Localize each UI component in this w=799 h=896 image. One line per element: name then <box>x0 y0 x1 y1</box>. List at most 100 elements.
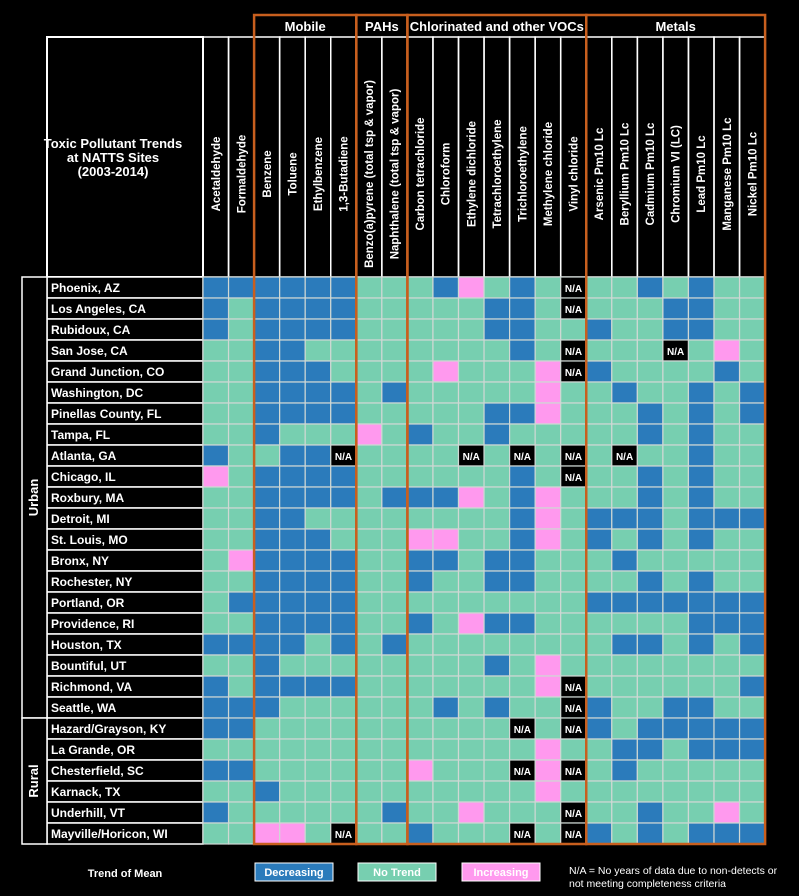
cell-grand-junction-co-trichloroethylene <box>509 360 536 383</box>
cell-portland-or-chromium-vi-lc <box>662 591 690 614</box>
column-label-formaldehyde: Formaldehyde <box>236 135 248 214</box>
column-label-tetrachloroethylene: Tetrachloroethylene <box>492 119 504 228</box>
cell-hazard-grayson-ky-chromium-vi-lc <box>662 717 690 740</box>
cell-detroit-mi-tetrachloroethylene <box>483 507 511 530</box>
title-line-1: Toxic Pollutant Trends <box>44 136 182 151</box>
cell-chesterfield-sc-nickel-pm10-lc <box>738 759 766 782</box>
cell-grand-junction-co-chloroform <box>432 360 460 383</box>
cell-phoenix-az-methylene-chloride <box>534 276 562 299</box>
cell-houston-tx-formaldehyde <box>227 633 255 656</box>
cell-hazard-grayson-ky-nickel-pm10-lc <box>738 717 766 740</box>
cell-portland-or-acetaldehyde <box>202 591 230 614</box>
cell-providence-ri-1-3-butadiene <box>330 612 357 635</box>
na-label: N/A <box>565 830 582 841</box>
cell-houston-tx-toluene <box>279 633 306 656</box>
na-label: N/A <box>565 704 582 715</box>
cell-seattle-wa-methylene-chloride <box>534 696 562 719</box>
cell-houston-tx-arsenic-pm10-lc <box>585 633 613 656</box>
cell-chicago-il-cadmium-pm10-lc <box>636 465 664 488</box>
cell-rochester-ny-acetaldehyde <box>202 570 230 593</box>
cell-grand-junction-co-1-3-butadiene <box>330 360 357 383</box>
cell-la-grande-or-vinyl-chloride <box>560 738 587 761</box>
cell-la-grande-or-formaldehyde <box>227 738 255 761</box>
na-label: N/A <box>565 473 582 484</box>
cell-pinellas-county-fl-naphthalene-total-tsp-vapor <box>381 402 409 425</box>
cell-roxbury-ma-nickel-pm10-lc <box>738 486 766 509</box>
site-label-roxbury-ma: Roxbury, MA <box>51 491 124 505</box>
cell-underhill-vt-arsenic-pm10-lc <box>585 801 613 824</box>
cell-tampa-fl-ethylbenzene <box>304 423 332 446</box>
cell-pinellas-county-fl-1-3-butadiene <box>330 402 357 425</box>
column-label-carbon-tetrachloride: Carbon tetrachloride <box>415 117 427 230</box>
column-label-benzo-a-pyrene-total-tsp-vapor: Benzo(a)pyrene (total tsp & vapor) <box>364 80 376 268</box>
cell-los-angeles-ca-methylene-chloride <box>534 297 562 320</box>
cell-pinellas-county-fl-ethylene-dichloride <box>457 402 485 425</box>
cell-tampa-fl-benzo-a-pyrene-total-tsp-vapor <box>355 423 383 446</box>
cell-richmond-va-benzene <box>253 675 281 698</box>
cell-tampa-fl-formaldehyde <box>227 423 255 446</box>
cell-grand-junction-co-ethylene-dichloride <box>457 360 485 383</box>
cell-phoenix-az-trichloroethylene <box>509 276 536 299</box>
cell-roxbury-ma-benzo-a-pyrene-total-tsp-vapor <box>355 486 383 509</box>
na-note-line-1: N/A = No years of data due to non-detect… <box>569 865 778 877</box>
cell-portland-or-methylene-chloride <box>534 591 562 614</box>
legend-label-no-trend: No Trend <box>373 867 421 879</box>
cell-karnack-tx-lead-pm10-lc <box>687 780 715 803</box>
cell-grand-junction-co-naphthalene-total-tsp-vapor <box>381 360 409 383</box>
cell-chesterfield-sc-beryllium-pm10-lc <box>611 759 638 782</box>
cell-seattle-wa-1-3-butadiene <box>330 696 357 719</box>
cell-providence-ri-benzo-a-pyrene-total-tsp-vapor <box>355 612 383 635</box>
cell-grand-junction-co-acetaldehyde <box>202 360 230 383</box>
cell-portland-or-nickel-pm10-lc <box>738 591 766 614</box>
cell-tampa-fl-1-3-butadiene <box>330 423 357 446</box>
cell-rochester-ny-chloroform <box>432 570 460 593</box>
cell-roxbury-ma-carbon-tetrachloride <box>406 486 434 509</box>
cell-chesterfield-sc-benzo-a-pyrene-total-tsp-vapor <box>355 759 383 782</box>
cell-bountiful-ut-trichloroethylene <box>509 654 536 677</box>
site-label-underhill-vt: Underhill, VT <box>51 806 126 820</box>
cell-atlanta-ga-acetaldehyde <box>202 444 230 467</box>
cell-chicago-il-ethylbenzene <box>304 465 332 488</box>
na-label: N/A <box>667 347 684 358</box>
group-label-chlorinated-and-other-vocs: Chlorinated and other VOCs <box>410 19 584 34</box>
cell-houston-tx-methylene-chloride <box>534 633 562 656</box>
cell-rubidoux-ca-manganese-pm10-lc <box>713 318 741 341</box>
cell-chesterfield-sc-formaldehyde <box>227 759 255 782</box>
cell-underhill-vt-ethylbenzene <box>304 801 332 824</box>
cell-la-grande-or-naphthalene-total-tsp-vapor <box>381 738 409 761</box>
cell-roxbury-ma-beryllium-pm10-lc <box>611 486 638 509</box>
column-label-ethylbenzene: Ethylbenzene <box>313 137 325 211</box>
cell-los-angeles-ca-nickel-pm10-lc <box>738 297 766 320</box>
cell-providence-ri-benzene <box>253 612 281 635</box>
cell-grand-junction-co-nickel-pm10-lc <box>738 360 766 383</box>
cell-chesterfield-sc-chloroform <box>432 759 460 782</box>
cell-rubidoux-ca-trichloroethylene <box>509 318 536 341</box>
cell-chesterfield-sc-carbon-tetrachloride <box>406 759 434 782</box>
na-label: N/A <box>514 452 531 463</box>
cell-bronx-ny-benzene <box>253 549 281 572</box>
cell-houston-tx-carbon-tetrachloride <box>406 633 434 656</box>
cell-seattle-wa-formaldehyde <box>227 696 255 719</box>
cell-tampa-fl-carbon-tetrachloride <box>406 423 434 446</box>
cell-phoenix-az-nickel-pm10-lc <box>738 276 766 299</box>
cell-hazard-grayson-ky-benzo-a-pyrene-total-tsp-vapor <box>355 717 383 740</box>
cell-pinellas-county-fl-vinyl-chloride <box>560 402 587 425</box>
cell-washington-dc-chromium-vi-lc <box>662 381 690 404</box>
cell-houston-tx-manganese-pm10-lc <box>713 633 741 656</box>
site-label-atlanta-ga: Atlanta, GA <box>51 449 117 463</box>
cell-rubidoux-ca-lead-pm10-lc <box>687 318 715 341</box>
cell-underhill-vt-chromium-vi-lc <box>662 801 690 824</box>
cell-rubidoux-ca-naphthalene-total-tsp-vapor <box>381 318 409 341</box>
cell-hazard-grayson-ky-beryllium-pm10-lc <box>611 717 638 740</box>
cell-san-jose-ca-chloroform <box>432 339 460 362</box>
site-label-richmond-va: Richmond, VA <box>51 680 132 694</box>
site-group-label-urban: Urban <box>26 479 41 517</box>
cell-rubidoux-ca-nickel-pm10-lc <box>738 318 766 341</box>
cell-phoenix-az-toluene <box>279 276 306 299</box>
cell-rochester-ny-methylene-chloride <box>534 570 562 593</box>
cell-richmond-va-lead-pm10-lc <box>687 675 715 698</box>
cell-roxbury-ma-lead-pm10-lc <box>687 486 715 509</box>
cell-karnack-tx-manganese-pm10-lc <box>713 780 741 803</box>
cell-los-angeles-ca-benzo-a-pyrene-total-tsp-vapor <box>355 297 383 320</box>
cell-roxbury-ma-benzene <box>253 486 281 509</box>
